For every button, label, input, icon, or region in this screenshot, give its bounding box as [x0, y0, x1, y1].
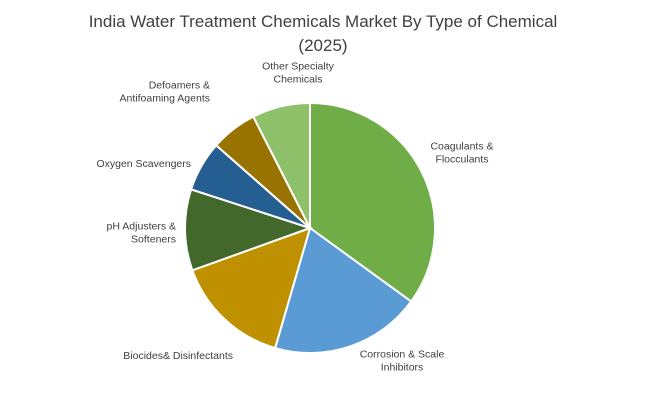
- pie-slice-other-specialty-chemicals: [251, 101, 311, 229]
- slice-label-corrosion-scale-inhibitors: Corrosion & Scale Inhibitors: [360, 349, 445, 374]
- slice-label-line: Antifoaming Agents: [120, 93, 210, 105]
- slice-label-line: Inhibitors: [381, 362, 424, 374]
- pie-slice-ph-adjusters-softeners: [184, 188, 314, 272]
- chart-title: India Water Treatment Chemicals Market B…: [0, 10, 646, 58]
- slice-label-line: Chemicals: [273, 74, 322, 86]
- slice-label-defoamers-antifoaming-agents: Defoamers & Antifoaming Agents: [120, 80, 210, 105]
- slice-label-line: Coagulants &: [430, 141, 493, 153]
- slice-label-biocides-disinfectants: Biocides& Disinfectants: [123, 350, 233, 362]
- slice-label-line: Flocculants: [435, 154, 488, 166]
- slice-label-coagulants-flocculants: Coagulants & Flocculants: [430, 141, 493, 166]
- slice-label-oxygen-scavengers: Oxygen Scavengers: [96, 158, 191, 170]
- pie-slice-coagulants-flocculants: [309, 101, 436, 303]
- chart-title-line-1: India Water Treatment Chemicals Market B…: [88, 12, 558, 31]
- slice-label-line: Corrosion & Scale: [360, 349, 445, 361]
- slice-label-line: Biocides& Disinfectants: [123, 350, 233, 362]
- slice-label-line: Softeners: [131, 234, 176, 246]
- pie-slice-corrosion-scale-inhibitors: [273, 226, 413, 354]
- pie-slice-biocides-disinfectants: [191, 226, 312, 350]
- slice-label-line: Other Specialty: [262, 61, 335, 73]
- chart-title-line-2: (2025): [298, 36, 348, 55]
- slice-label-line: Defoamers &: [149, 80, 210, 92]
- slice-label-line: Oxygen Scavengers: [96, 158, 191, 170]
- slice-label-ph-adjusters-softeners: pH Adjusters & Softeners: [107, 221, 176, 246]
- slice-label-line: pH Adjusters &: [107, 221, 176, 233]
- slice-label-other-specialty-chemicals: Other Specialty Chemicals: [262, 61, 335, 86]
